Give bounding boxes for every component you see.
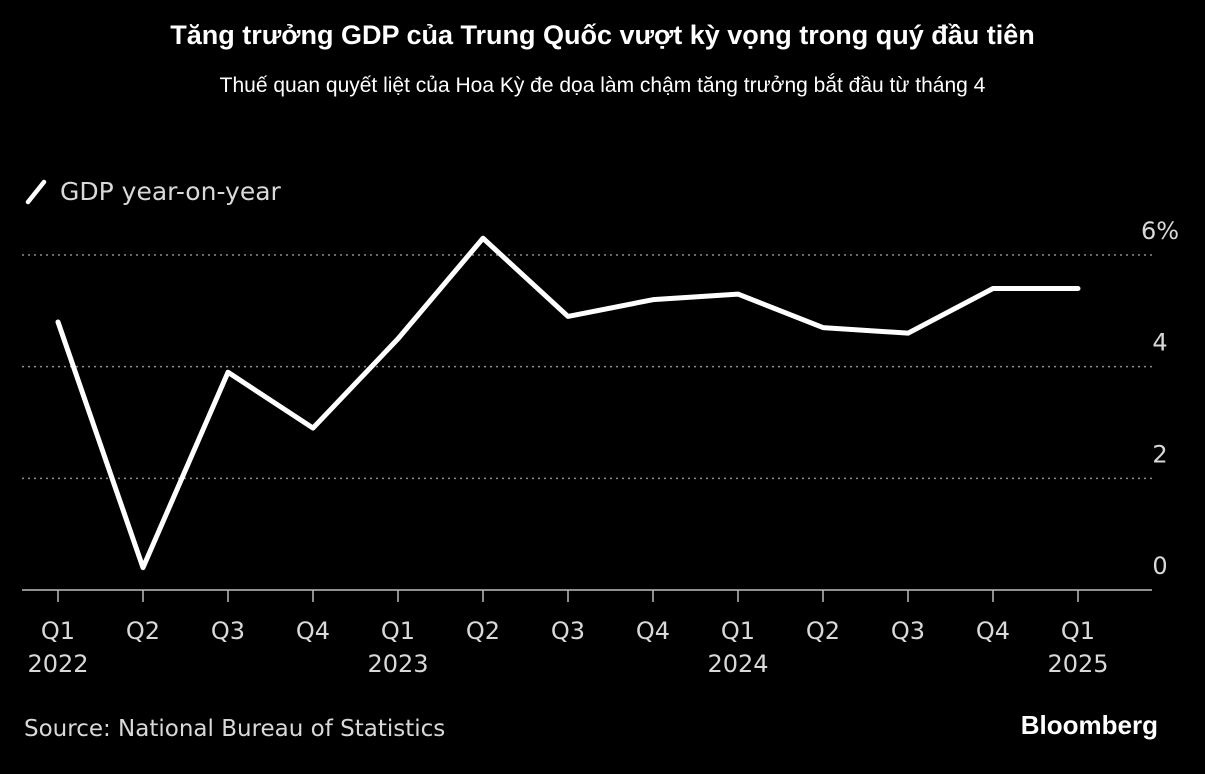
- y-axis-ticks: 0 2 4 6%: [1141, 217, 1179, 580]
- page-title: Tăng trưởng GDP của Trung Quốc vượt kỳ v…: [170, 20, 1035, 50]
- x-tick-label-quarter: Q3: [891, 617, 925, 645]
- y-tick-label: 0: [1152, 552, 1167, 580]
- legend-line-swatch: [25, 179, 47, 205]
- source-note: Source: National Bureau of Statistics: [24, 716, 445, 742]
- x-tick-label-year: 2024: [707, 650, 768, 678]
- x-axis-ticks: Q1 2022 Q2 Q3 Q4 Q1 2023 Q2 Q3 Q4 Q1 2024 Q2 Q3 Q4 Q1 20…: [27, 590, 1109, 678]
- x-tick-label-quarter: Q2: [806, 617, 840, 645]
- legend: GDP year-on-year: [25, 177, 282, 206]
- x-tick-label-quarter: Q4: [636, 617, 670, 645]
- x-tick-label-quarter: Q1: [1061, 617, 1095, 645]
- y-tick-label: 6%: [1141, 217, 1179, 245]
- x-tick-label-quarter: Q1: [41, 617, 75, 645]
- x-tick-label-quarter: Q4: [976, 617, 1010, 645]
- grid-lines: [22, 254, 1152, 480]
- x-tick-label-year: 2025: [1047, 650, 1108, 678]
- legend-label: GDP year-on-year: [60, 177, 282, 206]
- x-tick-label-quarter: Q3: [211, 617, 245, 645]
- x-tick-label-quarter: Q1: [721, 617, 755, 645]
- series-gdp: [55, 235, 1081, 571]
- x-tick-label-quarter: Q2: [126, 617, 160, 645]
- page-subtitle: Thuế quan quyết liệt của Hoa Kỳ đe dọa l…: [219, 74, 986, 97]
- x-tick-label-year: 2023: [367, 650, 428, 678]
- x-tick-label-quarter: Q3: [551, 617, 585, 645]
- series-line: [55, 235, 1081, 571]
- y-tick-label: 4: [1152, 329, 1167, 357]
- bloomberg-logo: Bloomberg: [1021, 710, 1158, 740]
- x-tick-label-quarter: Q4: [296, 617, 330, 645]
- x-tick-label-quarter: Q2: [466, 617, 500, 645]
- x-tick-label-year: 2022: [27, 650, 88, 678]
- y-tick-label: 2: [1152, 440, 1167, 468]
- x-tick-label-quarter: Q1: [381, 617, 415, 645]
